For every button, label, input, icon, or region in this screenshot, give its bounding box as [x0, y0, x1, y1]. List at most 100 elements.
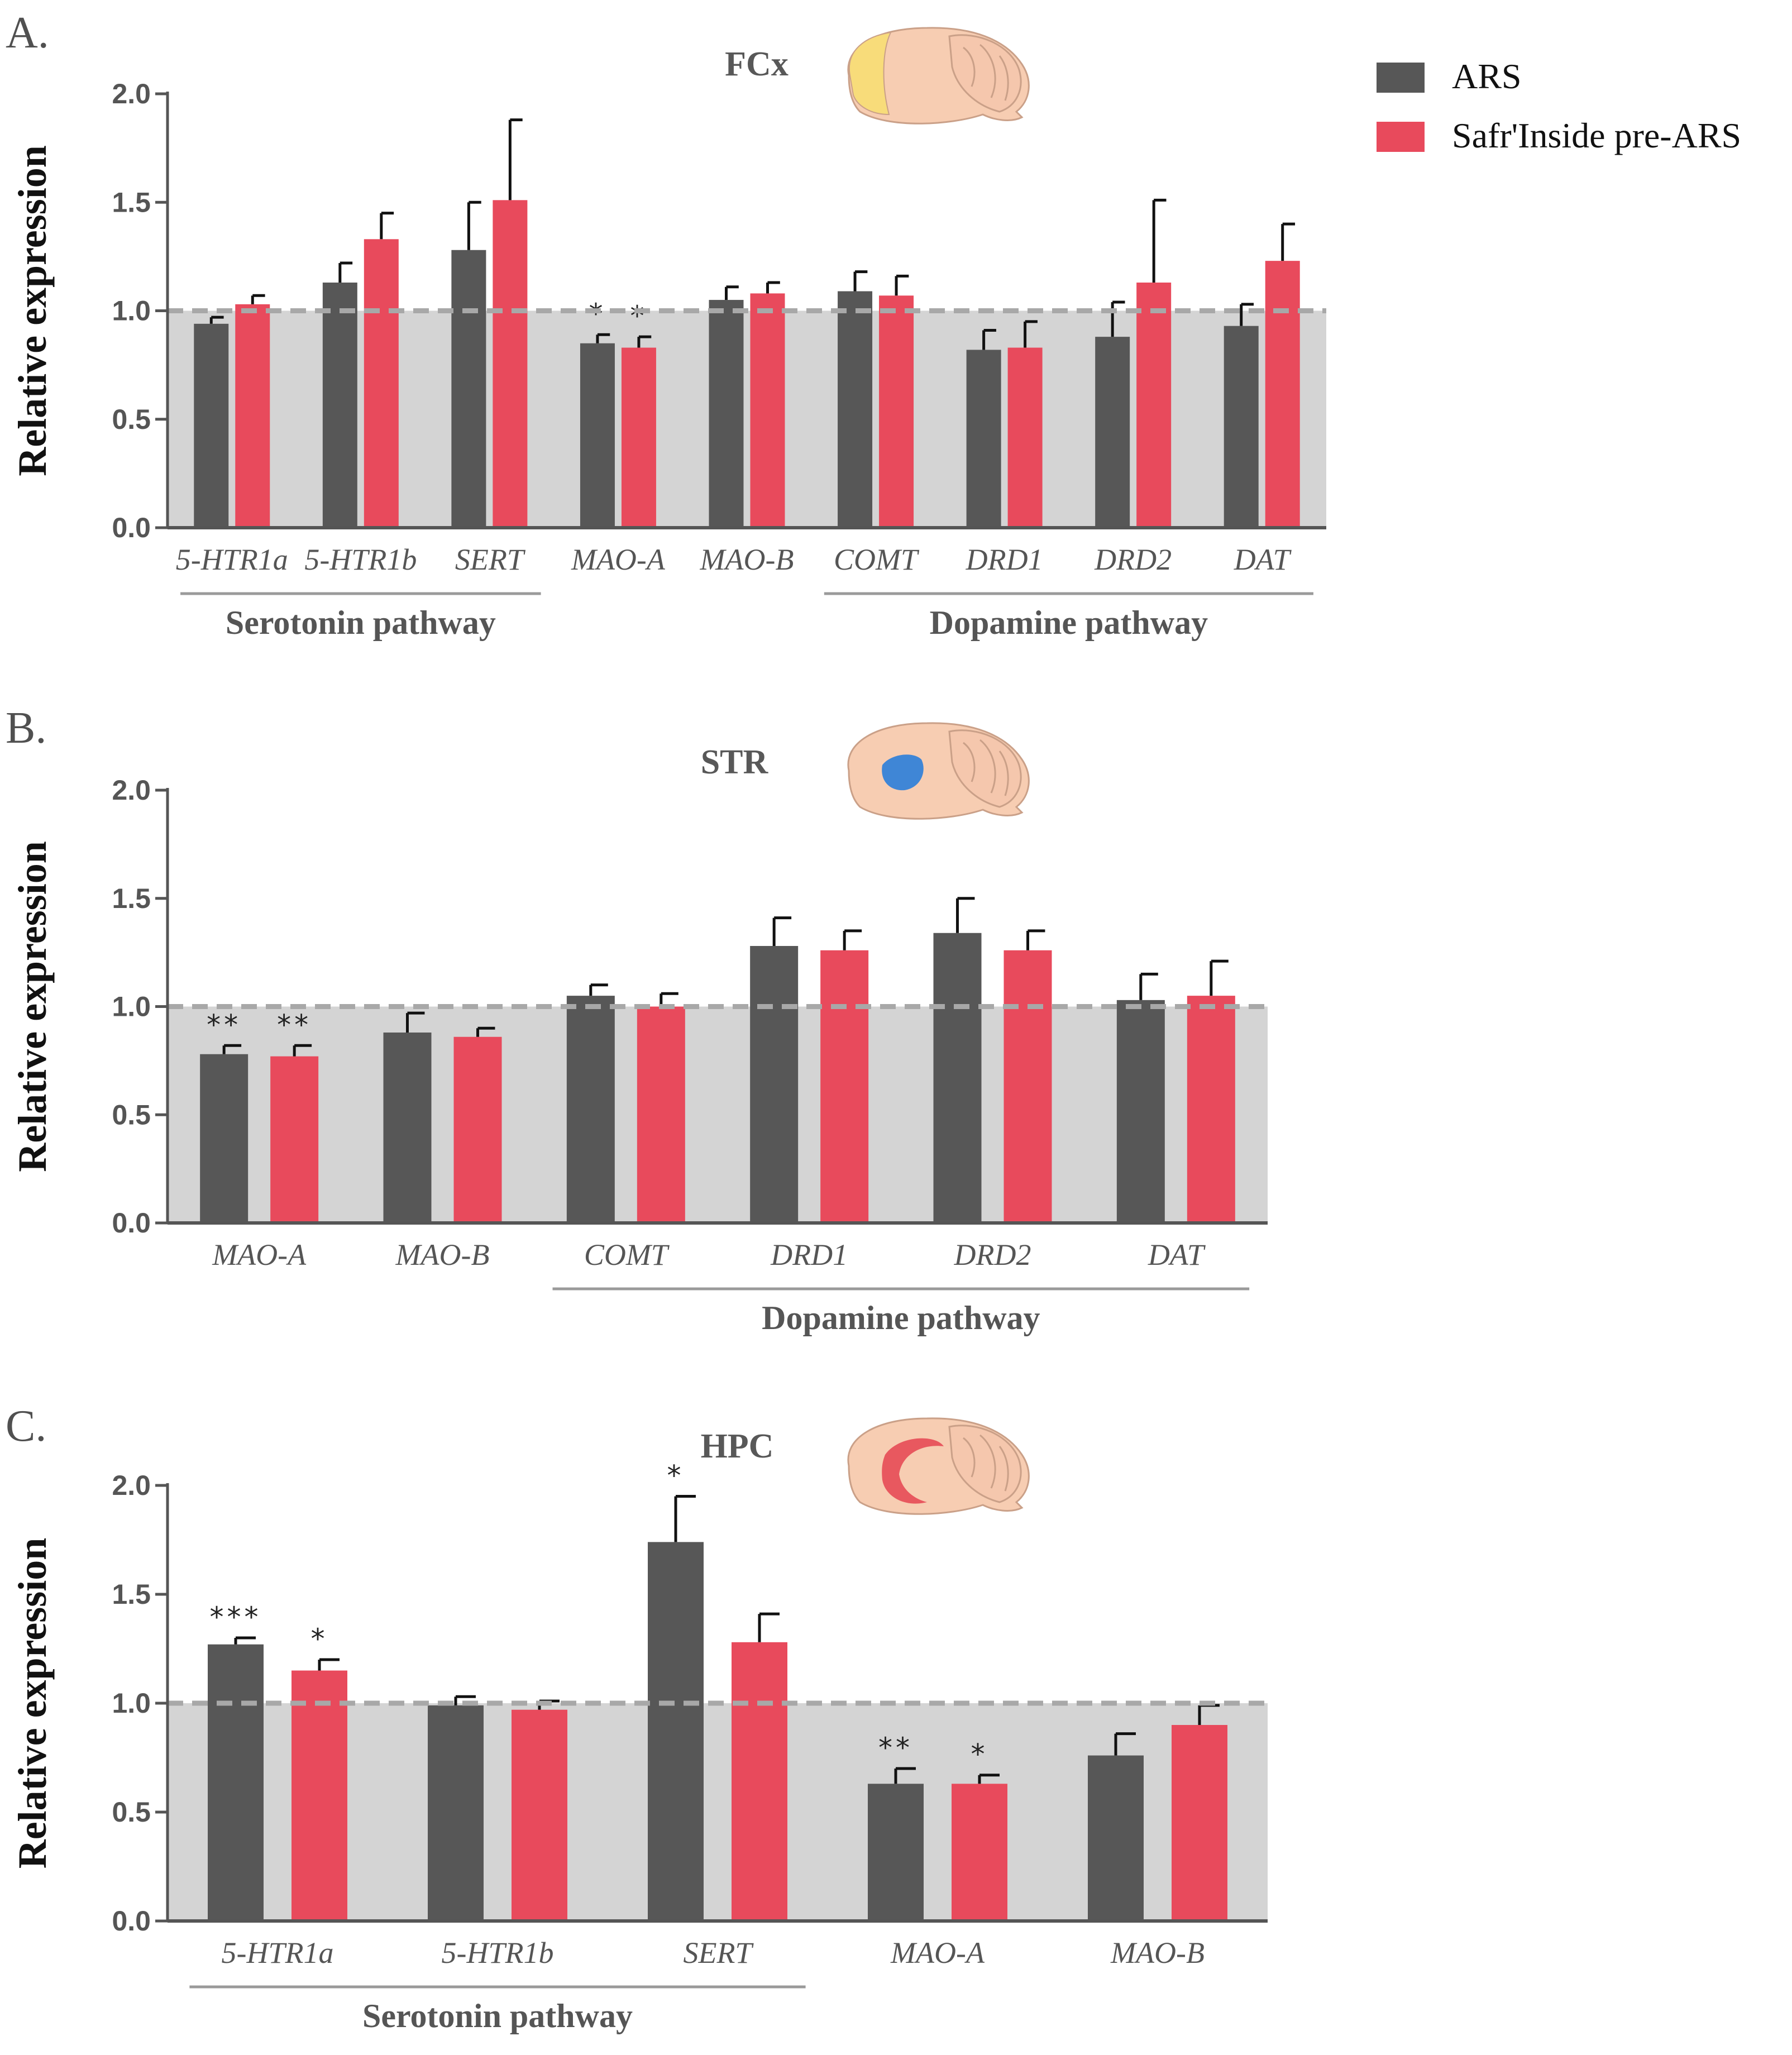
bar-ars	[838, 291, 873, 528]
y-tick-label: 1.0	[112, 1688, 151, 1719]
y-axis-label: Relative expression	[10, 1538, 55, 1869]
panel-letter: B.	[6, 704, 46, 753]
bar-safr	[292, 1670, 347, 1921]
x-tick-label: MAO-A	[212, 1238, 307, 1272]
bar-ars	[648, 1542, 704, 1921]
x-tick-label: DRD2	[954, 1238, 1031, 1272]
panel-letter: C.	[6, 1402, 46, 1451]
group-label: Dopamine pathway	[930, 604, 1208, 641]
reference-shade	[168, 1703, 1268, 1921]
bar-ars	[580, 343, 615, 528]
y-tick-label: 1.0	[112, 991, 151, 1022]
x-tick-label: SERT	[683, 1936, 754, 1970]
y-tick-label: 1.5	[112, 187, 151, 218]
chart-panel-str: B. STR ** ** 0.0 0.5 1.0 1.5 2.0 Relative express…	[6, 704, 1268, 1336]
bar-ars	[966, 350, 1001, 528]
bar-safr	[364, 239, 399, 528]
bar-ars	[200, 1054, 249, 1223]
x-tick-label: SERT	[455, 543, 526, 576]
legend-label-safr: Safr'Inside pre-ARS	[1452, 116, 1741, 155]
bar-safr	[952, 1784, 1007, 1921]
x-tick-label: DRD1	[966, 543, 1043, 576]
bar-ars	[566, 996, 615, 1223]
x-tick-label: MAO-B	[1110, 1936, 1205, 1970]
bar-ars	[709, 300, 744, 528]
x-tick-label: DAT	[1234, 543, 1292, 576]
bar-ars	[383, 1033, 432, 1223]
bar-ars	[208, 1644, 264, 1921]
significance-marker: *	[589, 298, 606, 330]
x-tick-label: DRD1	[770, 1238, 848, 1272]
bar-safr	[1003, 950, 1052, 1223]
y-tick-label: 0.5	[112, 1099, 151, 1130]
brain-hpc-icon	[847, 1417, 1030, 1515]
x-tick-label: MAO-A	[890, 1936, 985, 1970]
bar-ars	[428, 1705, 484, 1921]
y-tick-label: 2.0	[112, 1470, 151, 1501]
y-tick-label: 1.5	[112, 1579, 151, 1610]
significance-marker: **	[878, 1732, 913, 1764]
y-tick-label: 1.5	[112, 883, 151, 914]
chart-title: STR	[701, 743, 769, 781]
x-tick-label: 5-HTR1b	[304, 543, 417, 576]
bar-safr	[1172, 1725, 1227, 1921]
bar-safr	[820, 950, 869, 1223]
bar-safr	[637, 1006, 685, 1223]
significance-marker: *	[667, 1460, 685, 1492]
bar-safr	[621, 347, 656, 528]
chart-title: FCx	[725, 45, 789, 83]
bar-safr	[732, 1642, 787, 1921]
reference-shade	[168, 1006, 1268, 1223]
bar-ars	[750, 946, 799, 1223]
bar-ars	[1116, 1000, 1165, 1223]
bar-safr	[879, 295, 914, 528]
bar-ars	[933, 933, 982, 1223]
bar-safr	[512, 1709, 567, 1921]
x-tick-label: DRD2	[1094, 543, 1172, 576]
y-tick-label: 0.0	[112, 1905, 151, 1937]
x-tick-label: COMT	[834, 543, 920, 576]
x-tick-label: 5-HTR1a	[176, 543, 288, 576]
bar-ars	[322, 282, 357, 528]
bar-ars	[451, 250, 486, 528]
bar-safr	[235, 304, 270, 528]
bar-ars	[1095, 337, 1130, 528]
y-tick-label: 0.0	[112, 1207, 151, 1239]
bar-safr	[1265, 261, 1300, 528]
y-tick-label: 2.0	[112, 775, 151, 806]
significance-marker: *	[630, 300, 647, 332]
y-tick-label: 0.5	[112, 404, 151, 435]
x-tick-label: MAO-A	[571, 543, 666, 576]
legend-label-ars: ARS	[1452, 56, 1522, 96]
x-tick-label: MAO-B	[395, 1238, 490, 1272]
bar-safr	[750, 293, 785, 528]
bar-safr	[453, 1036, 502, 1223]
y-tick-label: 1.0	[112, 295, 151, 327]
group-label: Serotonin pathway	[362, 1997, 633, 2034]
reference-shade	[168, 310, 1326, 528]
y-axis-label: Relative expression	[10, 841, 55, 1172]
legend-swatch-safr	[1377, 122, 1425, 152]
bar-safr	[493, 200, 528, 528]
group-label: Serotonin pathway	[226, 604, 496, 641]
y-tick-label: 0.0	[112, 512, 151, 543]
group-label: Dopamine pathway	[762, 1299, 1040, 1336]
brain-str-icon	[847, 722, 1030, 820]
significance-marker: *	[971, 1738, 988, 1771]
bar-ars	[194, 323, 229, 528]
brain-fcx-icon	[847, 27, 1030, 125]
y-axis-label: Relative expression	[10, 145, 55, 476]
bar-safr	[1187, 996, 1235, 1223]
bar-ars	[1224, 326, 1259, 528]
x-tick-label: COMT	[584, 1238, 670, 1272]
significance-marker: **	[277, 1009, 312, 1041]
bar-safr	[270, 1056, 319, 1223]
significance-marker: ***	[210, 1601, 262, 1633]
chart-title: HPC	[701, 1427, 774, 1465]
panel-letter: A.	[6, 8, 49, 58]
bar-safr	[1136, 282, 1172, 528]
significance-marker: **	[207, 1009, 241, 1041]
